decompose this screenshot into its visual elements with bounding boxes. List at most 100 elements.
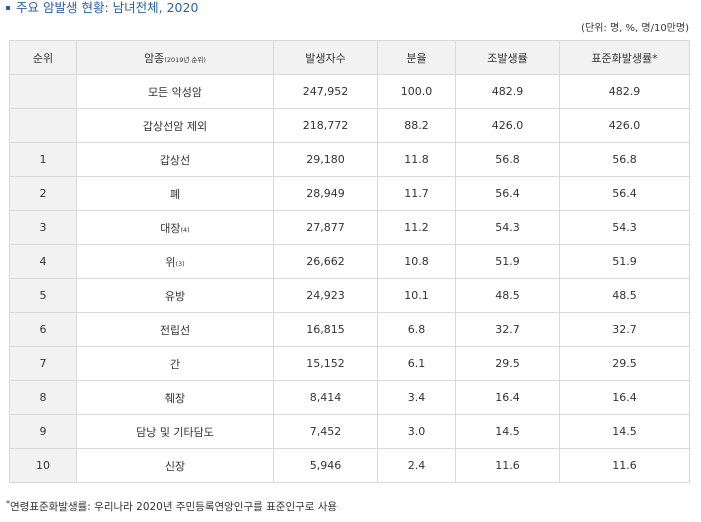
footnote-star: * bbox=[6, 499, 10, 508]
cell-cases: 7,452 bbox=[273, 414, 378, 449]
cell-prev-rank: (3) bbox=[175, 259, 185, 268]
footnote-text: 연령표준화발생률: 우리나라 2020년 주민등록연앙인구를 표준인구로 사용 bbox=[10, 501, 338, 513]
cell-cancer-type: 췌장 bbox=[76, 380, 274, 415]
cell-share: 2.4 bbox=[377, 448, 456, 483]
cell-share: 88.2 bbox=[377, 108, 456, 143]
cell-crude-rate: 426.0 bbox=[455, 108, 560, 143]
cell-share: 11.7 bbox=[377, 176, 456, 211]
table-row: 8 췌장 8,414 3.4 16.4 16.4 bbox=[9, 380, 690, 415]
table-row: 6 전립선 16,815 6.8 32.7 32.7 bbox=[9, 312, 690, 347]
cell-cancer-type-label: 갑상선 bbox=[159, 153, 191, 167]
cell-share: 11.8 bbox=[377, 142, 456, 177]
cell-cancer-type: 갑상선 bbox=[76, 142, 274, 177]
page-title: 주요 암발생 현황: 남녀전체, 2020 bbox=[6, 0, 198, 16]
cell-asr: 14.5 bbox=[559, 414, 690, 449]
cell-crude-rate: 14.5 bbox=[455, 414, 560, 449]
cell-cancer-type: 전립선 bbox=[76, 312, 274, 347]
cell-cases: 5,946 bbox=[273, 448, 378, 483]
page-title-text: 주요 암발생 현황: 남녀전체, 2020 bbox=[16, 0, 199, 15]
cell-rank bbox=[9, 74, 77, 109]
cell-cancer-type-label: 췌장 bbox=[164, 391, 186, 405]
cell-rank: 1 bbox=[9, 142, 77, 177]
cell-crude-rate: 51.9 bbox=[455, 244, 560, 279]
table-row: 5 유방 24,923 10.1 48.5 48.5 bbox=[9, 278, 690, 313]
table-row: 모든 악성암 247,952 100.0 482.9 482.9 bbox=[9, 74, 690, 109]
table-row: 갑상선암 제외 218,772 88.2 426.0 426.0 bbox=[9, 108, 690, 143]
cell-share: 10.8 bbox=[377, 244, 456, 279]
cell-asr: 16.4 bbox=[559, 380, 690, 415]
cell-rank: 8 bbox=[9, 380, 77, 415]
cell-cancer-type: 신장 bbox=[76, 448, 274, 483]
cell-rank: 5 bbox=[9, 278, 77, 313]
cell-crude-rate: 482.9 bbox=[455, 74, 560, 109]
cell-crude-rate: 56.4 bbox=[455, 176, 560, 211]
cell-share: 6.8 bbox=[377, 312, 456, 347]
unit-note: (단위: 명, %, 명/10만명) bbox=[581, 23, 689, 34]
cell-asr: 482.9 bbox=[559, 74, 690, 109]
header-cases: 발생자수 bbox=[273, 40, 378, 75]
cell-cancer-type: 위(3) bbox=[76, 244, 274, 279]
cell-asr: 51.9 bbox=[559, 244, 690, 279]
cell-asr: 54.3 bbox=[559, 210, 690, 245]
footnote: *연령표준화발생률: 우리나라 2020년 주민등록연앙인구를 표준인구로 사용 bbox=[6, 499, 337, 514]
cell-cancer-type-label: 위 bbox=[165, 255, 176, 269]
cell-cancer-type: 폐 bbox=[76, 176, 274, 211]
table-row: 10 신장 5,946 2.4 11.6 11.6 bbox=[9, 448, 690, 483]
header-rank: 순위 bbox=[9, 40, 77, 75]
cell-share: 10.1 bbox=[377, 278, 456, 313]
header-share: 분율 bbox=[377, 40, 456, 75]
cell-cancer-type: 모든 악성암 bbox=[76, 74, 274, 109]
cell-cancer-type: 담낭 및 기타담도 bbox=[76, 414, 274, 449]
header-cancer-type-sub: (2019년 순위) bbox=[164, 55, 206, 64]
cell-crude-rate: 54.3 bbox=[455, 210, 560, 245]
cell-cancer-type-label: 전립선 bbox=[159, 323, 191, 337]
header-crude-rate: 조발생률 bbox=[455, 40, 560, 75]
cell-cancer-type: 갑상선암 제외 bbox=[76, 108, 274, 143]
cell-rank: 4 bbox=[9, 244, 77, 279]
cell-cases: 247,952 bbox=[273, 74, 378, 109]
cell-asr: 56.4 bbox=[559, 176, 690, 211]
table-row: 2 폐 28,949 11.7 56.4 56.4 bbox=[9, 176, 690, 211]
cell-cases: 16,815 bbox=[273, 312, 378, 347]
cell-cases: 24,923 bbox=[273, 278, 378, 313]
cell-cases: 8,414 bbox=[273, 380, 378, 415]
cell-cancer-type: 대장(4) bbox=[76, 210, 274, 245]
table-row: 7 간 15,152 6.1 29.5 29.5 bbox=[9, 346, 690, 381]
cell-share: 3.4 bbox=[377, 380, 456, 415]
cell-cancer-type: 간 bbox=[76, 346, 274, 381]
cell-cancer-type: 유방 bbox=[76, 278, 274, 313]
cell-asr: 56.8 bbox=[559, 142, 690, 177]
cell-rank: 10 bbox=[9, 448, 77, 483]
cell-cases: 26,662 bbox=[273, 244, 378, 279]
table-body: 모든 악성암 247,952 100.0 482.9 482.9 갑상선암 제외 218,7… bbox=[9, 74, 690, 483]
table-row: 4 위(3) 26,662 10.8 51.9 51.9 bbox=[9, 244, 690, 279]
cell-asr: 32.7 bbox=[559, 312, 690, 347]
cell-share: 6.1 bbox=[377, 346, 456, 381]
cell-cancer-type-label: 갑상선암 제외 bbox=[142, 119, 208, 133]
cell-cases: 218,772 bbox=[273, 108, 378, 143]
cell-share: 11.2 bbox=[377, 210, 456, 245]
cell-asr: 11.6 bbox=[559, 448, 690, 483]
cell-rank: 6 bbox=[9, 312, 77, 347]
cell-cancer-type-label: 폐 bbox=[169, 187, 181, 201]
cell-crude-rate: 29.5 bbox=[455, 346, 560, 381]
header-asr: 표준화발생률* bbox=[559, 40, 690, 75]
cell-rank bbox=[9, 108, 77, 143]
cell-asr: 29.5 bbox=[559, 346, 690, 381]
cell-rank: 7 bbox=[9, 346, 77, 381]
table-row: 9 담낭 및 기타담도 7,452 3.0 14.5 14.5 bbox=[9, 414, 690, 449]
cell-cancer-type-label: 대장 bbox=[160, 221, 181, 235]
cell-cancer-type-label: 모든 악성암 bbox=[147, 85, 203, 99]
cell-crude-rate: 48.5 bbox=[455, 278, 560, 313]
header-cancer-type: 암종(2019년 순위) bbox=[76, 40, 274, 75]
cell-share: 3.0 bbox=[377, 414, 456, 449]
cell-prev-rank: (4) bbox=[180, 225, 190, 234]
cell-asr: 426.0 bbox=[559, 108, 690, 143]
cell-cancer-type-label: 간 bbox=[169, 357, 181, 371]
cell-cases: 27,877 bbox=[273, 210, 378, 245]
cell-crude-rate: 32.7 bbox=[455, 312, 560, 347]
cell-cancer-type-label: 유방 bbox=[164, 289, 186, 303]
cell-rank: 3 bbox=[9, 210, 77, 245]
table-header-row: 순위 암종(2019년 순위) 발생자수 분율 조발생률 표준화발생률* bbox=[9, 40, 690, 75]
cell-cases: 29,180 bbox=[273, 142, 378, 177]
